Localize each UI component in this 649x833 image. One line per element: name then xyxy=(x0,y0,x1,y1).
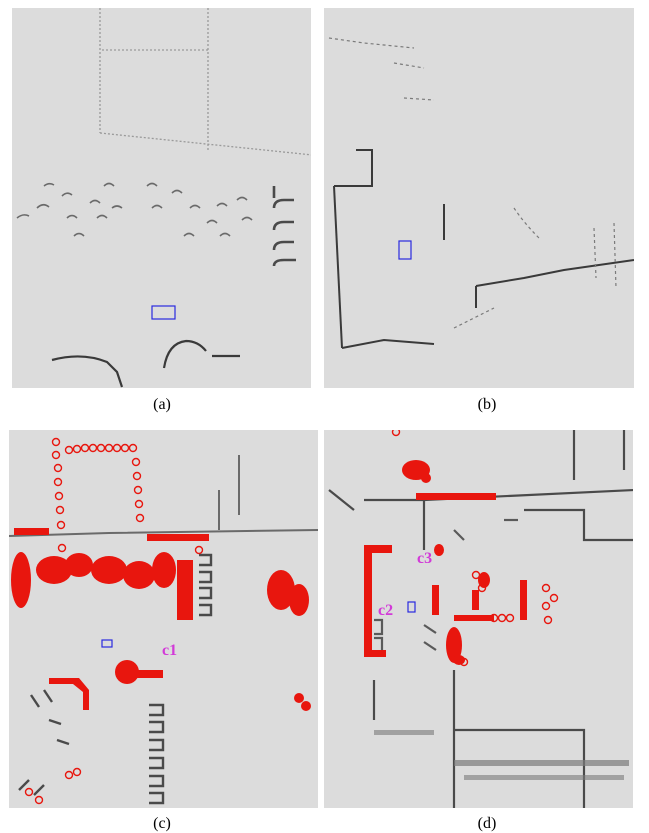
detected-point-circles xyxy=(24,437,204,805)
caption-a: (a) xyxy=(153,396,171,413)
ground-points xyxy=(374,730,629,780)
ego-vehicle-box xyxy=(151,305,176,320)
detected-point-clusters xyxy=(364,460,527,665)
ego-vehicle-box xyxy=(398,240,412,260)
scan-points xyxy=(328,37,617,329)
detected-point-circles xyxy=(391,430,559,667)
ego-vehicle-box xyxy=(407,601,416,613)
caption-b: (b) xyxy=(477,396,497,413)
panel-c-map xyxy=(9,437,318,805)
parked-cars xyxy=(374,518,518,654)
cluster-label-c1: c1 xyxy=(162,642,178,659)
panel-b-pointcloud xyxy=(324,8,634,388)
cluster-label-c2: c2 xyxy=(378,602,394,619)
panel-d-pointcloud: c2 c3 xyxy=(324,430,633,808)
ego-vehicle-box xyxy=(101,639,113,648)
panel-c-pointcloud: c1 xyxy=(9,430,318,808)
building-outline xyxy=(99,8,311,156)
panel-a-pointcloud xyxy=(12,8,311,388)
parked-cars xyxy=(272,186,296,267)
building-outline xyxy=(333,149,634,349)
caption-d: (d) xyxy=(477,815,497,832)
panel-b-map xyxy=(328,37,634,349)
curb-lines xyxy=(51,339,240,388)
panel-d-map xyxy=(328,430,633,808)
vegetation-arcs xyxy=(16,182,253,237)
detected-point-clusters xyxy=(11,528,311,711)
caption-c: (c) xyxy=(153,815,171,832)
cluster-label-c3: c3 xyxy=(417,550,433,567)
parked-cars xyxy=(18,553,213,805)
panel-a-map xyxy=(16,8,311,388)
